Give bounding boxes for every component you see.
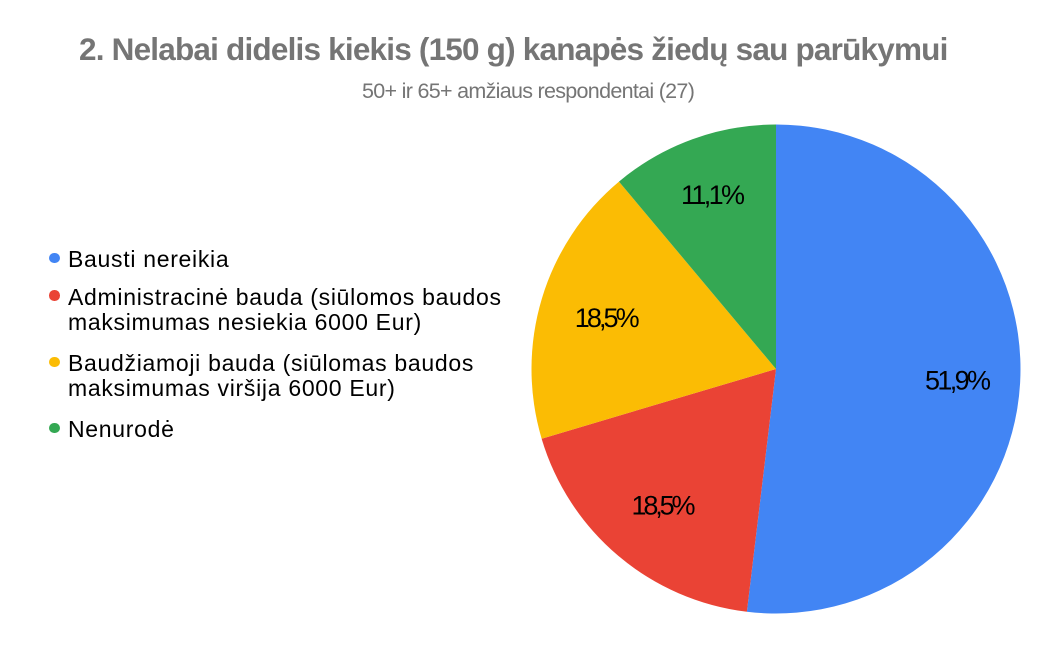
svg-text:11,1%: 11,1% <box>681 180 745 210</box>
svg-text:51,9%: 51,9% <box>925 365 991 395</box>
svg-text:18,5%: 18,5% <box>632 490 696 520</box>
svg-text:18,5%: 18,5% <box>575 303 640 333</box>
